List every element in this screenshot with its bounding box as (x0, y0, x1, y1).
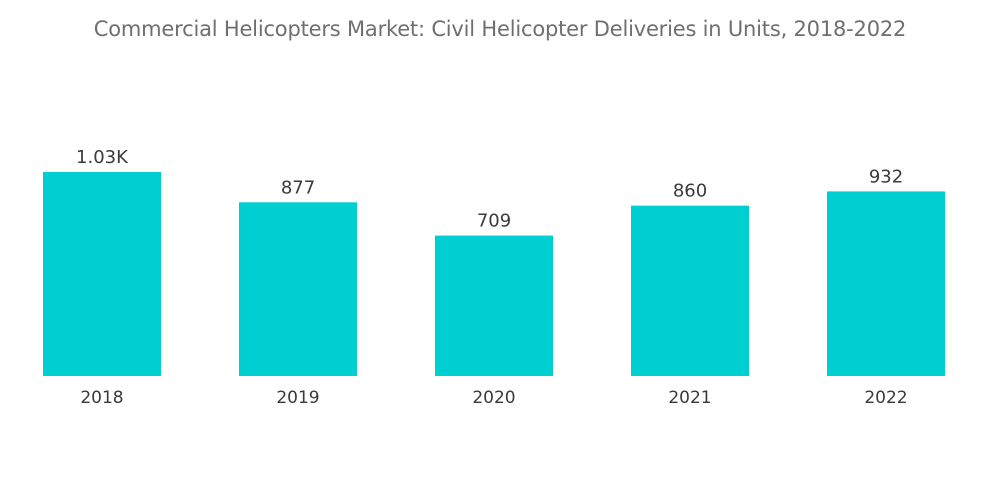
value-label-2021: 860 (673, 181, 707, 202)
value-label-2018: 1.03K (76, 147, 129, 168)
value-label-2019: 877 (281, 177, 315, 198)
value-label-2022: 932 (869, 166, 903, 187)
bar-2018 (43, 172, 161, 376)
x-tick-label-2021: 2021 (668, 388, 711, 408)
chart-title: Commercial Helicopters Market: Civil Hel… (93, 17, 907, 41)
x-tick-label-2018: 2018 (80, 388, 123, 408)
bar-2020 (435, 235, 553, 376)
x-tick-label-2020: 2020 (472, 388, 515, 408)
bar-2022 (827, 191, 945, 376)
bar-2021 (631, 205, 749, 376)
value-label-2020: 709 (477, 211, 511, 232)
x-tick-label-2022: 2022 (864, 388, 907, 408)
x-tick-label-2019: 2019 (276, 388, 319, 408)
bar-2019 (239, 202, 357, 376)
